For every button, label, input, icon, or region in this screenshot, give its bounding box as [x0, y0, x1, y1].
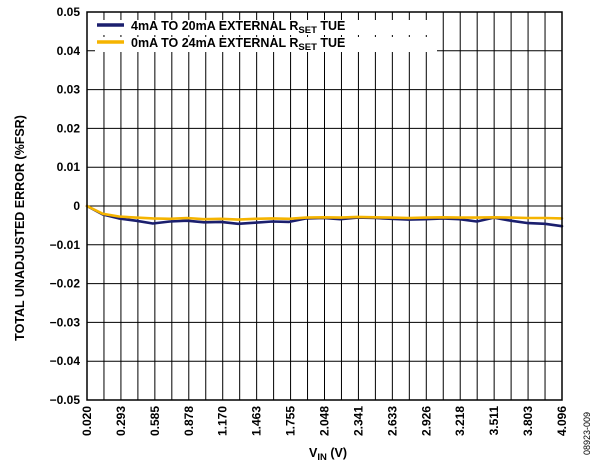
x-tick-label: 3.803	[521, 406, 535, 436]
x-tick-label: 1.755	[284, 406, 298, 436]
x-axis-title-sub: IN	[317, 452, 327, 463]
y-tick-label: 0.03	[57, 83, 81, 97]
y-tick-label: 0.05	[57, 5, 81, 19]
series-line-2	[85, 204, 564, 221]
x-tick-label: 0.020	[80, 406, 94, 436]
y-tick-label: 0.04	[57, 44, 81, 58]
y-tick-label: −0.02	[50, 277, 81, 291]
x-axis-title-main: V	[309, 446, 318, 460]
y-tick-labels: 0.05 0.04 0.03 0.02 0.01 0 −0.01 −0.02 −0.03 −0.0…	[50, 5, 81, 407]
y-tick-label: 0.02	[57, 121, 81, 135]
x-tick-label: 0.585	[148, 406, 162, 436]
y-axis-title: TOTAL UNADJUSTED ERROR (%FSR)	[13, 115, 27, 341]
x-tick-label: 4.096	[555, 406, 569, 436]
x-axis-title: VIN (V)	[309, 446, 347, 463]
x-tick-label: 2.341	[351, 406, 365, 436]
y-tick-label: −0.01	[50, 238, 81, 252]
x-tick-label: 2.633	[385, 406, 399, 436]
x-tick-label: 0.878	[182, 406, 196, 436]
figure-id: 08923-009	[582, 412, 592, 455]
x-tick-label: 1.463	[250, 406, 264, 436]
legend-entry-bg	[95, 37, 437, 52]
x-tick-label: 2.048	[318, 406, 332, 436]
y-tick-label: 0.01	[57, 160, 81, 174]
legend-label: 4mA TO 20mA EXTERNAL RSET TUE	[131, 19, 345, 36]
x-tick-label: 0.293	[114, 406, 128, 436]
y-tick-label: 0	[73, 199, 80, 213]
x-tick-label: 3.511	[487, 406, 501, 436]
series-lines	[85, 204, 564, 228]
x-tick-label: 1.170	[216, 406, 230, 436]
x-tick-label: 2.926	[419, 406, 433, 436]
y-tick-label: −0.03	[50, 315, 81, 329]
legend-label: 0mA TO 24mA EXTERNAL RSET TUE	[131, 36, 345, 53]
plot-border	[86, 11, 563, 401]
grid	[87, 11, 562, 401]
legend-entry-bg	[95, 20, 437, 35]
x-tick-label: 3.218	[453, 406, 467, 436]
y-tick-label: −0.05	[50, 393, 81, 407]
x-tick-labels: 0.020 0.293 0.585 0.878 1.170 1.463 1.755 2.048…	[80, 406, 569, 436]
x-axis-title-unit: (V)	[327, 446, 347, 460]
y-tick-label: −0.04	[50, 354, 81, 368]
